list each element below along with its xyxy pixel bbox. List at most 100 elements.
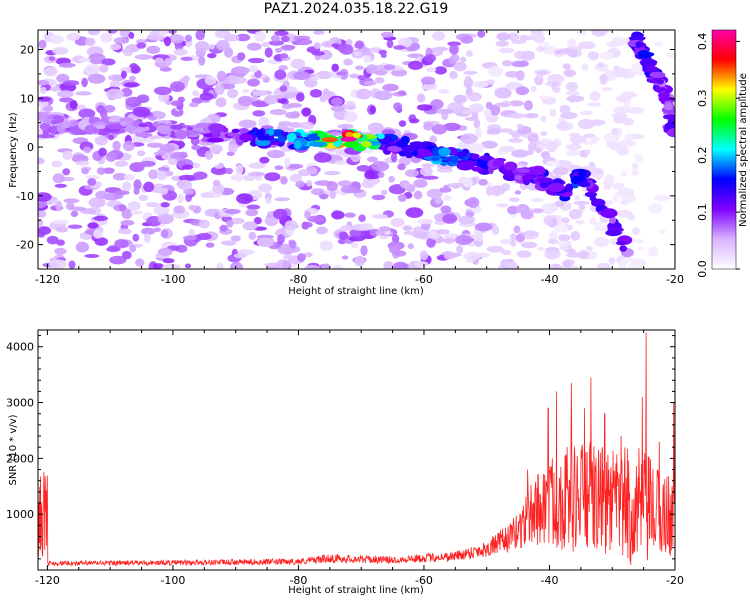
spectrogram-cell (290, 58, 305, 69)
spectrogram-cell (169, 81, 185, 92)
spectrogram-cell (146, 45, 161, 54)
spectrogram-cell (354, 65, 365, 71)
spectrogram-cell (143, 233, 151, 244)
spectrogram-cell (148, 169, 159, 180)
spectrogram-cell (109, 80, 122, 88)
spectrogram-cell (565, 81, 579, 92)
spectrogram-cell (438, 89, 450, 94)
spectrogram-cell (281, 104, 293, 110)
spectrogram-cell (164, 57, 172, 66)
spectrogram-cell (348, 235, 366, 242)
spectrogram-cell (356, 88, 372, 100)
spectrogram-cell (296, 92, 305, 102)
spectrogram-cell (85, 175, 100, 180)
spectrogram-cell (207, 53, 217, 59)
spectrogram-cell (235, 164, 244, 175)
spectrogram-cell (634, 153, 644, 163)
spectrogram-cell (548, 231, 559, 240)
spectrogram-cell (177, 179, 193, 191)
spectrogram-ridge-cell (619, 245, 627, 252)
spectrogram-cell (195, 30, 205, 41)
spectrogram-cell (416, 104, 433, 111)
spectrogram-cell (153, 86, 172, 96)
spectrogram-ridge-cell (514, 175, 522, 180)
spectrogram-cell (216, 262, 224, 269)
spectrogram-cell (234, 171, 243, 182)
spectrogram-cell (268, 40, 285, 46)
spectrogram-cell (49, 259, 67, 269)
spectrogram-ridge-cell (317, 132, 328, 138)
spectrogram-ridge-cell (84, 124, 96, 135)
spectrogram-cell (87, 30, 101, 36)
spectrogram-cell (374, 77, 385, 84)
spectrogram-cell (192, 90, 200, 97)
spectrogram-cell (258, 183, 273, 193)
spectrogram-cell (344, 212, 356, 218)
spectrogram-cell (123, 48, 133, 57)
spectrogram-ridge-cell (135, 132, 153, 138)
spectrogram-cell (343, 111, 358, 123)
spectrogram-cell (653, 194, 670, 202)
spectrogram-cell (577, 41, 596, 50)
spectrogram-cell (612, 182, 625, 190)
spectrogram-cell (279, 85, 288, 92)
spectrogram-cell (304, 211, 311, 219)
spectrogram-cell (527, 134, 539, 143)
spectrogram-cell (157, 214, 174, 225)
spectrogram-cell (555, 200, 565, 207)
spectrogram-ridge-cell (50, 125, 57, 135)
spectrogram-cell (253, 216, 262, 225)
spectrogram-cell (476, 231, 484, 243)
spectrogram-cell (417, 93, 426, 103)
spectrogram-cell (66, 32, 80, 41)
spectrogram-cell (81, 77, 88, 88)
spectrogram-cell (88, 53, 106, 65)
spectrogram-cell (429, 135, 438, 144)
spectrogram-cell (275, 47, 282, 53)
spectrogram-cell (614, 67, 627, 78)
spectrogram-cell (536, 246, 546, 251)
spectrogram-cell (397, 90, 407, 96)
spectrogram-cell (38, 157, 45, 165)
spectrogram-cell (188, 204, 197, 211)
spectrogram-ridge-cell (662, 114, 675, 120)
spectrogram-cell (141, 227, 156, 235)
spectrogram-cell (511, 149, 529, 158)
spectrogram-ridge-cell (267, 127, 275, 136)
spectrogram-cell (391, 234, 400, 244)
spectrogram-cell (259, 156, 270, 164)
spectrogram-cell (510, 233, 517, 241)
spectrogram-cell (601, 87, 613, 92)
spectrogram-cell (603, 184, 612, 191)
spectrogram-cell (424, 54, 436, 63)
spectrogram-ridge-cell (294, 140, 302, 150)
spectrogram-cell (200, 192, 214, 199)
spectrogram-cell (585, 246, 594, 251)
spectrogram-cell (146, 142, 164, 148)
spectrogram-cell (134, 54, 153, 60)
spectrogram-cell (96, 167, 106, 175)
colorbar: 0.0 0.1 0.2 0.3 0.4 Normalized spectral ampl… (696, 29, 749, 278)
spectrogram-cell (371, 161, 390, 172)
spectrogram-ridge-cell (106, 123, 123, 130)
spectrogram-cell (584, 148, 591, 155)
snr-xtick-label: -40 (540, 574, 558, 587)
spectrogram-cell (458, 215, 476, 225)
spectrogram-cell (443, 122, 461, 132)
spectrogram-cell (306, 166, 318, 175)
spectrogram-cell (622, 117, 634, 126)
spectrogram-cell (496, 32, 511, 41)
spectrogram-cell (501, 60, 513, 67)
spectrogram-cell (139, 160, 156, 167)
spectrogram-cell (52, 173, 65, 184)
spectrogram-cell (380, 31, 394, 38)
spectrogram-cell (543, 45, 556, 55)
spectrogram-cell (453, 94, 467, 104)
spectrogram-cell (316, 226, 328, 235)
spectrogram-cell (621, 193, 636, 203)
spectrogram-cell (154, 57, 164, 63)
snr-ytick-label: 1000 (6, 508, 34, 521)
spectrogram-cell (508, 32, 520, 41)
spectrogram-cell (306, 180, 313, 187)
